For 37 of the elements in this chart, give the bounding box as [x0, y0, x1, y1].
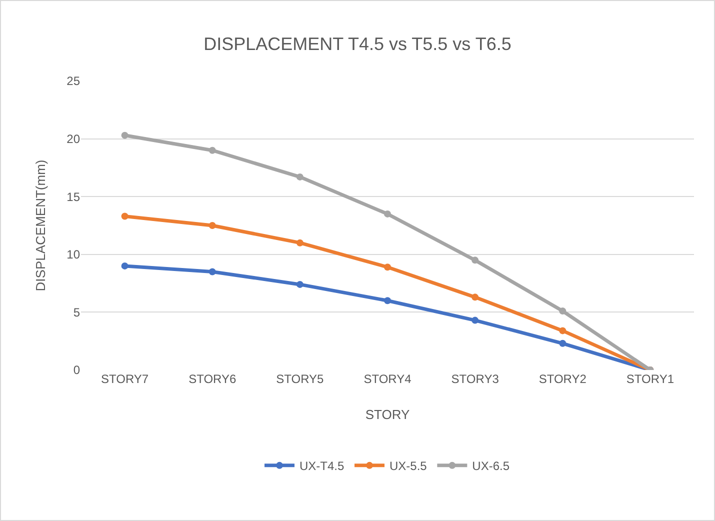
- point: [559, 340, 566, 347]
- y-tick-label: 5: [73, 305, 80, 320]
- y-tick-label: 10: [66, 248, 80, 262]
- point: [472, 294, 479, 301]
- legend-label: UX-T4.5: [300, 459, 345, 474]
- point: [121, 212, 128, 220]
- y-tick-label: 15: [66, 190, 80, 204]
- point: [208, 146, 216, 154]
- point: [208, 222, 216, 229]
- y-tick-label: 20: [66, 132, 80, 146]
- legend-label: UX-6.5: [472, 459, 510, 474]
- point: [384, 210, 391, 218]
- point: [559, 327, 566, 334]
- x-tick-label: STORY6: [188, 372, 236, 386]
- x-tick-label: STORY3: [451, 372, 500, 386]
- x-tick-label: STORY4: [364, 372, 412, 386]
- point: [296, 280, 304, 288]
- x-tick-label: STORY7: [101, 372, 149, 386]
- point: [121, 132, 128, 139]
- point: [472, 316, 479, 324]
- y-axis-title: DISPLACEMENT(mm): [33, 160, 48, 292]
- x-tick-label: STORY5: [276, 372, 324, 386]
- chart-title: DISPLACEMENT T4.5 vs T5.5 vs T6.5: [204, 34, 512, 54]
- y-tick-label: 0: [73, 363, 80, 378]
- y-tick-label: 25: [66, 74, 80, 88]
- point: [559, 308, 566, 315]
- point: [384, 264, 391, 271]
- legend-label: UX-5.5: [390, 459, 428, 474]
- point: [472, 256, 479, 264]
- point: [121, 262, 128, 270]
- x-tick-label: STORY1: [626, 372, 674, 386]
- point: [208, 268, 216, 276]
- x-tick-label: STORY2: [538, 372, 587, 386]
- x-axis-title: STORY: [365, 407, 410, 422]
- point: [384, 297, 391, 304]
- point: [296, 173, 304, 180]
- point: [296, 239, 304, 246]
